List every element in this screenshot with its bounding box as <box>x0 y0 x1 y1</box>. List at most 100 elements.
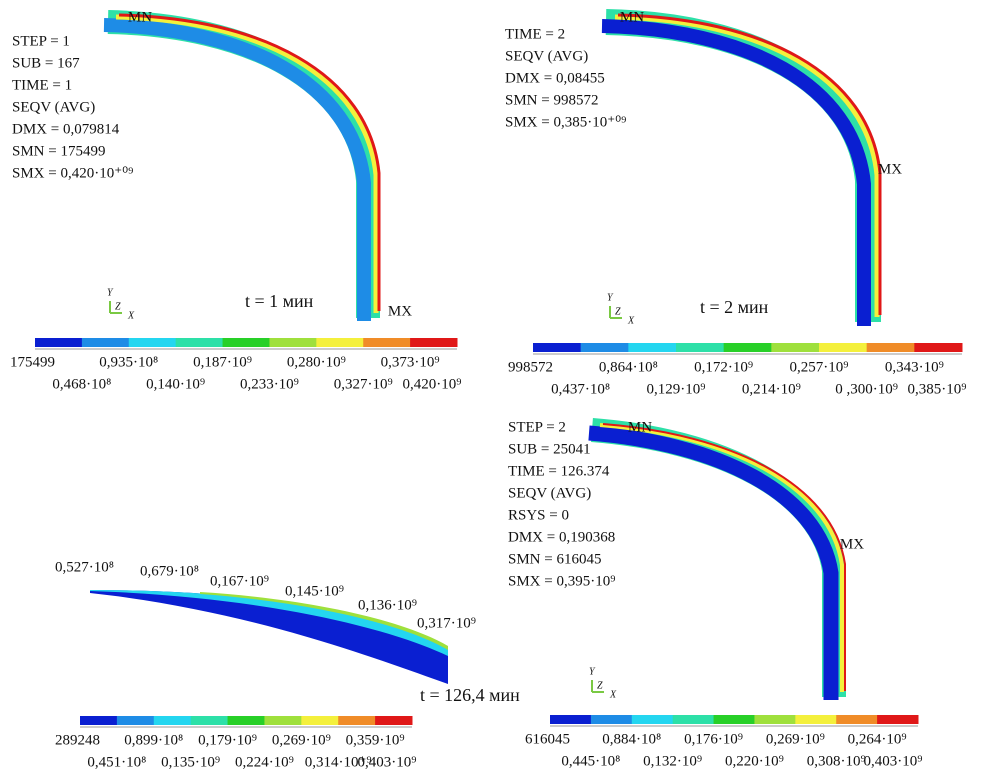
colorbar-segment <box>836 715 877 724</box>
contour <box>606 22 868 322</box>
time-label: t = 126,4 мин <box>420 685 520 705</box>
contour <box>104 25 364 321</box>
colorbar-label: 0,269·10⁹ <box>766 731 825 747</box>
colorbar-label: 0,135·10⁹ <box>161 754 220 770</box>
info-line: SEQV (AVG) <box>508 485 591 501</box>
colorbar-segment <box>191 716 228 725</box>
colorbar-segment <box>628 343 676 352</box>
colorbar-label: 0,269·10⁹ <box>272 732 331 748</box>
colorbar-label: 0,445·10⁸ <box>561 753 620 769</box>
colorbar-label: 0,179·10⁹ <box>198 732 257 748</box>
colorbar-label: 0,233·10⁹ <box>240 376 299 392</box>
colorbar-label: 0,132·10⁹ <box>643 753 702 769</box>
triad-label: Z <box>615 306 621 317</box>
colorbar-segment <box>129 338 176 347</box>
colorbar-segment <box>269 338 316 347</box>
pipe-4 <box>589 424 845 700</box>
contour <box>108 22 368 318</box>
time-label: t = 1 мин <box>245 291 314 311</box>
colorbar-label: 998572 <box>508 359 553 375</box>
colorbar-label: 0,220·10⁹ <box>725 753 784 769</box>
colorbar-label: 0,420·10⁹ <box>403 376 462 392</box>
colorbar-segment <box>673 715 714 724</box>
min-marker: MN <box>620 9 644 25</box>
colorbar-label: 0,359·10⁹ <box>346 732 405 748</box>
colorbar-segment <box>154 716 191 725</box>
triad-label: Y <box>607 292 614 303</box>
contour <box>602 26 864 326</box>
info-line: SUB = 25041 <box>508 441 591 457</box>
contour <box>119 15 379 311</box>
colorbar-label: 0,308·10⁹ <box>807 753 866 769</box>
colorbar-segment <box>819 343 867 352</box>
colorbar-label: 0,264·10⁹ <box>848 731 907 747</box>
annotation: 0,136·10⁹ <box>358 597 417 613</box>
info-line: SMX = 0,385·10⁺⁰⁹ <box>505 114 626 130</box>
contour <box>116 17 376 313</box>
info-line: RSYS = 0 <box>508 507 569 523</box>
colorbar-label: 0,451·10⁸ <box>87 754 146 770</box>
colorbar-label: 0,176·10⁹ <box>684 731 743 747</box>
info-line: SMX = 0,420·10⁺⁰⁹ <box>12 165 133 181</box>
triad-label: Z <box>115 301 121 312</box>
colorbar-segment <box>754 715 795 724</box>
triad-label: X <box>627 315 635 326</box>
colorbar-segment <box>771 343 819 352</box>
colorbar-segment <box>35 338 82 347</box>
colorbar-label: 0,884·10⁸ <box>602 731 661 747</box>
colorbar-segment <box>714 715 755 724</box>
colorbar-label: 616045 <box>525 731 570 747</box>
info-line: DMX = 0,079814 <box>12 121 120 137</box>
colorbar-segment <box>363 338 410 347</box>
colorbar-segment <box>724 343 772 352</box>
colorbar-segment <box>795 715 836 724</box>
colorbar-label: 0,214·10⁹ <box>742 381 801 397</box>
colorbar-label: 175499 <box>10 354 55 370</box>
triad-label: X <box>127 310 135 321</box>
time-label: t = 2 мин <box>700 297 769 317</box>
info-line: DMX = 0,08455 <box>505 70 605 86</box>
colorbar-label: 0,385·10⁹ <box>908 381 967 397</box>
colorbar-segment <box>264 716 301 725</box>
annotation: 0,679·10⁸ <box>140 563 199 579</box>
contour <box>615 17 877 317</box>
info-line: SEQV (AVG) <box>505 48 588 64</box>
colorbar-segment <box>867 343 915 352</box>
colorbar-segment <box>117 716 154 725</box>
colorbar-segment <box>80 716 117 725</box>
colorbar-label: 0,343·10⁹ <box>885 359 944 375</box>
colorbar-segment <box>632 715 673 724</box>
colorbar-segment <box>676 343 724 352</box>
info-line: SMN = 175499 <box>12 143 105 159</box>
colorbar-label: 0,224·10⁹ <box>235 754 294 770</box>
colorbar-segment <box>176 338 223 347</box>
colorbar-label: 0,280·10⁹ <box>287 354 346 370</box>
colorbar-label: 0,140·10⁹ <box>146 376 205 392</box>
info-line: TIME = 126.374 <box>508 463 610 479</box>
annotation: 0,145·10⁹ <box>285 583 344 599</box>
colorbar-label: 0,129·10⁹ <box>647 381 706 397</box>
min-marker: MN <box>128 9 152 25</box>
pipe-2 <box>602 15 880 326</box>
colorbar-label: 0,864·10⁸ <box>599 359 658 375</box>
annotation: 0,167·10⁹ <box>210 573 269 589</box>
info-line: TIME = 1 <box>12 77 72 93</box>
colorbar-label: 0,899·10⁸ <box>124 732 183 748</box>
contour <box>589 433 831 700</box>
colorbar-label: 0,935·10⁸ <box>99 354 158 370</box>
info-line: SUB = 167 <box>12 55 80 71</box>
colorbar-segment <box>223 338 270 347</box>
colorbar-segment <box>591 715 632 724</box>
colorbar-segment <box>375 716 412 725</box>
colorbar-label: 0 ,300·10⁹ <box>835 381 898 397</box>
max-marker: MX <box>840 536 864 552</box>
colorbar-label: 0,327·10⁹ <box>334 376 393 392</box>
colorbar-segment <box>914 343 962 352</box>
contour <box>592 430 834 697</box>
triad-label: Z <box>597 680 603 691</box>
info-line: STEP = 1 <box>12 33 70 49</box>
triad-label: Y <box>589 666 596 677</box>
